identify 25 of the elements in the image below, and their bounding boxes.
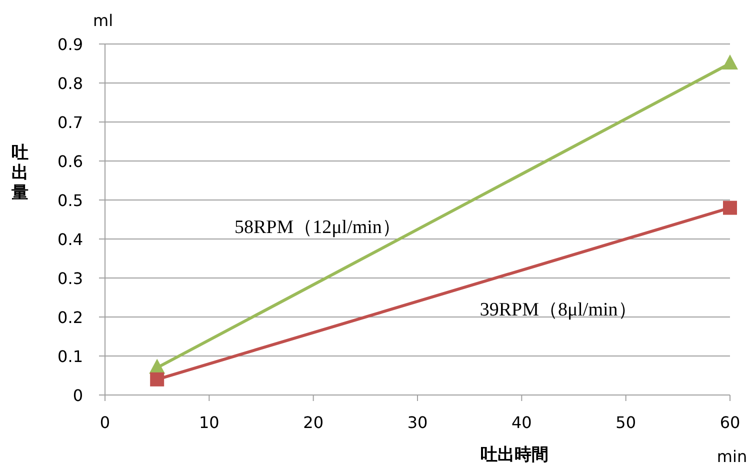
text: min [716, 447, 748, 464]
y-tick-label: 0 [72, 386, 83, 405]
point [150, 372, 164, 386]
y-tick-label: 0.4 [58, 230, 83, 249]
x-tick-label: 30 [407, 413, 428, 432]
text: ml [92, 11, 114, 30]
y-tick-label: 0.7 [58, 113, 83, 132]
x-axis-title: 吐出時間 [480, 445, 549, 464]
x-tick-label: 60 [720, 413, 740, 432]
x-tick-label: 20 [303, 413, 324, 432]
x-tick-label: 50 [616, 413, 636, 432]
y-axis-title: 吐出量 [10, 143, 28, 203]
x-tick-label: 40 [511, 413, 532, 432]
y-tick-label: 0.6 [58, 152, 83, 171]
series-label: 39RPM（8μl/min） [480, 300, 637, 321]
x-tick-label: 0 [100, 413, 110, 432]
y-tick-label: 0.1 [58, 347, 83, 366]
y-tick-label: 0.3 [58, 269, 83, 288]
y-tick-label: 0.5 [58, 191, 83, 210]
series-label: 58RPM（12μl/min） [234, 216, 401, 238]
y-tick-label: 0.8 [58, 74, 83, 93]
y-tick-label: 0.2 [58, 308, 83, 327]
x-tick-label: 10 [198, 413, 220, 432]
y-tick-label: 0.9 [58, 35, 83, 54]
point [723, 200, 737, 215]
